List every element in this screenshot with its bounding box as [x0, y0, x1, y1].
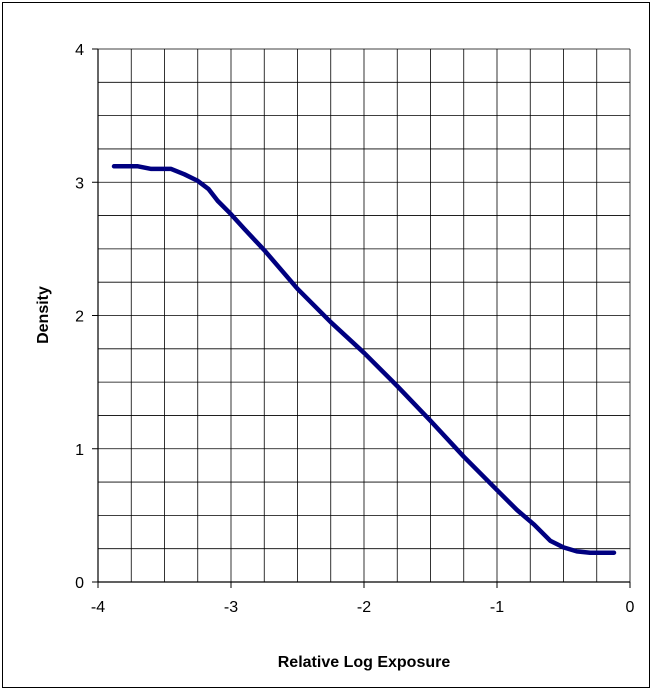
y-tick-label: 4	[75, 42, 84, 59]
series-layer	[111, 164, 617, 555]
chart-frame	[2, 2, 650, 688]
x-tick-label: 0	[626, 599, 635, 616]
y-axis-title: Density	[35, 286, 52, 344]
tick-label-layer: -4 -3 -2 -1 0 0 1 2 3 4	[75, 42, 634, 616]
grid-layer	[97, 48, 631, 583]
x-axis-title: Relative Log Exposure	[278, 654, 451, 671]
y-tick-label: 1	[75, 442, 84, 459]
y-tick-label: 3	[75, 175, 84, 192]
x-tick-label: -1	[490, 599, 504, 616]
x-tick-label: -4	[91, 599, 105, 616]
density-curve-line	[111, 164, 617, 555]
axis-layer	[92, 48, 631, 588]
x-tick-label: -3	[224, 599, 238, 616]
y-tick-label: 0	[75, 575, 84, 592]
x-tick-label: -2	[357, 599, 371, 616]
y-tick-label: 2	[75, 309, 84, 326]
